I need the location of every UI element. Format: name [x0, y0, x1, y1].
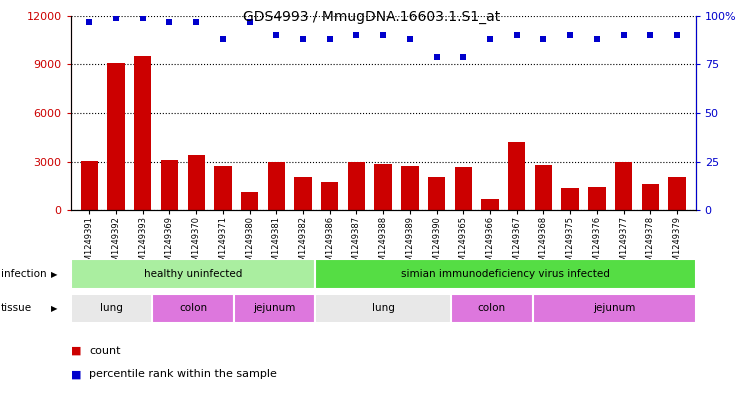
Text: ▶: ▶	[51, 270, 58, 279]
Bar	[71, 259, 315, 289]
Bar	[315, 294, 451, 323]
Point	[324, 36, 336, 42]
Point	[190, 18, 202, 25]
Bar	[641, 184, 659, 210]
Point	[618, 32, 629, 38]
Bar	[455, 167, 472, 210]
Point	[537, 36, 549, 42]
Bar	[268, 162, 285, 210]
Point	[297, 36, 309, 42]
Text: colon: colon	[179, 303, 207, 313]
Point	[244, 18, 256, 25]
Text: infection: infection	[1, 269, 46, 279]
Text: count: count	[89, 346, 121, 356]
Point	[377, 32, 389, 38]
Point	[217, 36, 229, 42]
Bar	[134, 56, 152, 210]
Bar	[315, 259, 696, 289]
Bar	[428, 177, 445, 210]
Point	[564, 32, 576, 38]
Point	[270, 32, 282, 38]
Point	[83, 18, 95, 25]
Text: lung: lung	[100, 303, 123, 313]
Point	[404, 36, 416, 42]
Bar	[401, 166, 419, 210]
Bar	[295, 177, 312, 210]
Bar	[589, 187, 606, 210]
Point	[510, 32, 522, 38]
Bar	[533, 294, 696, 323]
Bar	[107, 63, 125, 210]
Point	[458, 53, 469, 60]
Bar	[214, 166, 231, 210]
Bar	[535, 165, 552, 210]
Bar	[80, 161, 98, 210]
Point	[671, 32, 683, 38]
Text: percentile rank within the sample: percentile rank within the sample	[89, 369, 278, 379]
Text: ■: ■	[71, 369, 81, 379]
Bar	[481, 199, 498, 210]
Bar	[668, 177, 686, 210]
Point	[164, 18, 176, 25]
Bar	[615, 162, 632, 210]
Bar	[347, 162, 365, 210]
Bar	[187, 155, 205, 210]
Text: tissue: tissue	[1, 303, 32, 313]
Text: lung: lung	[372, 303, 394, 313]
Bar	[153, 294, 234, 323]
Bar	[321, 182, 339, 210]
Text: colon: colon	[478, 303, 506, 313]
Bar	[508, 142, 525, 210]
Point	[484, 36, 496, 42]
Point	[431, 53, 443, 60]
Text: jejunum: jejunum	[253, 303, 295, 313]
Text: ▶: ▶	[51, 304, 58, 313]
Bar	[451, 294, 533, 323]
Text: GDS4993 / MmugDNA.16603.1.S1_at: GDS4993 / MmugDNA.16603.1.S1_at	[243, 10, 501, 24]
Bar	[234, 294, 315, 323]
Point	[644, 32, 656, 38]
Text: ■: ■	[71, 346, 81, 356]
Point	[110, 15, 122, 21]
Bar	[374, 164, 392, 210]
Point	[591, 36, 603, 42]
Point	[137, 15, 149, 21]
Bar	[71, 294, 153, 323]
Bar	[161, 160, 178, 210]
Bar	[562, 187, 579, 210]
Text: healthy uninfected: healthy uninfected	[144, 269, 242, 279]
Point	[350, 32, 362, 38]
Text: jejunum: jejunum	[593, 303, 635, 313]
Text: simian immunodeficiency virus infected: simian immunodeficiency virus infected	[401, 269, 610, 279]
Bar	[241, 193, 258, 210]
